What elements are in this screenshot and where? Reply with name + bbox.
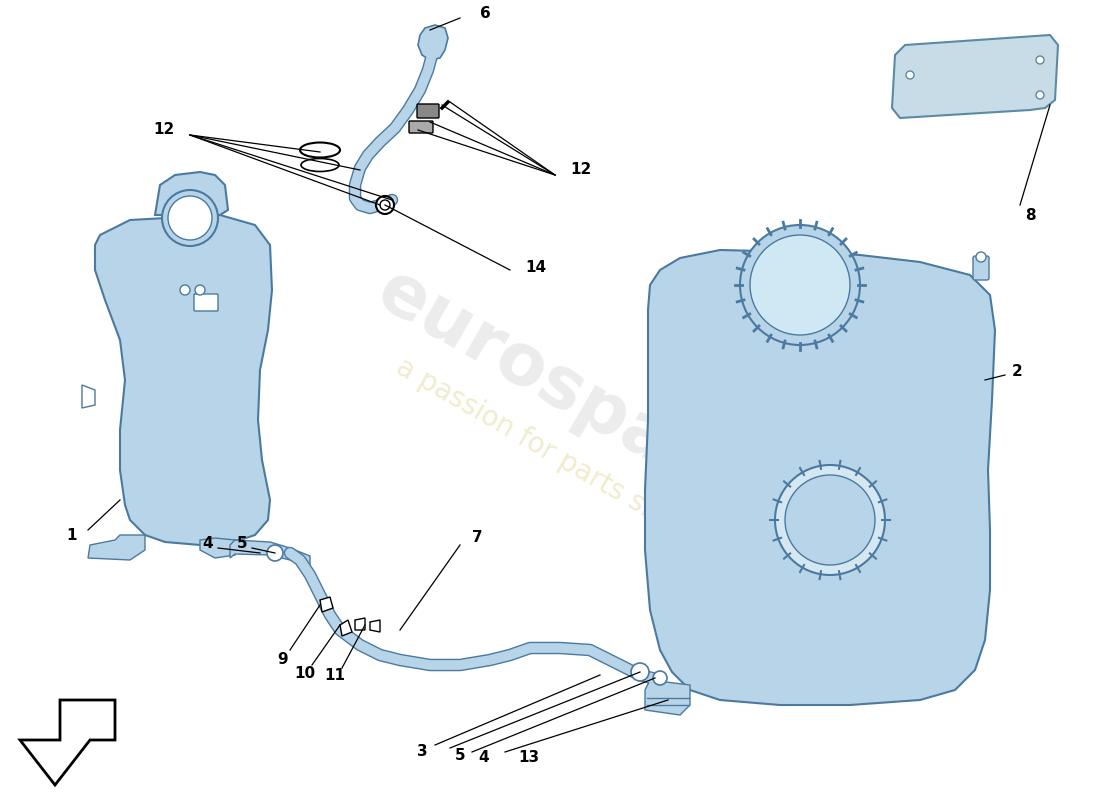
Circle shape bbox=[180, 285, 190, 295]
Text: 6: 6 bbox=[480, 6, 491, 21]
Polygon shape bbox=[200, 538, 235, 558]
FancyBboxPatch shape bbox=[417, 104, 439, 118]
Text: 7: 7 bbox=[472, 530, 483, 546]
Circle shape bbox=[1036, 56, 1044, 64]
Circle shape bbox=[750, 235, 850, 335]
Text: 12: 12 bbox=[570, 162, 592, 178]
Polygon shape bbox=[230, 540, 310, 565]
Text: 5: 5 bbox=[236, 535, 248, 550]
Polygon shape bbox=[88, 535, 145, 560]
Circle shape bbox=[1036, 91, 1044, 99]
Circle shape bbox=[376, 196, 394, 214]
FancyBboxPatch shape bbox=[409, 121, 433, 133]
Text: 4: 4 bbox=[202, 535, 213, 550]
Polygon shape bbox=[340, 620, 352, 636]
Text: a passion for parts since 1985: a passion for parts since 1985 bbox=[392, 353, 769, 587]
Polygon shape bbox=[320, 597, 333, 612]
Polygon shape bbox=[82, 385, 95, 408]
Circle shape bbox=[653, 671, 667, 685]
Circle shape bbox=[631, 663, 649, 681]
Polygon shape bbox=[155, 172, 228, 215]
Text: 1: 1 bbox=[67, 527, 77, 542]
Polygon shape bbox=[95, 215, 272, 545]
Text: 11: 11 bbox=[324, 667, 345, 682]
Polygon shape bbox=[892, 35, 1058, 118]
Text: eurospares: eurospares bbox=[365, 256, 795, 544]
Circle shape bbox=[162, 190, 218, 246]
Ellipse shape bbox=[300, 142, 340, 158]
Text: 2: 2 bbox=[1012, 365, 1023, 379]
Polygon shape bbox=[645, 680, 690, 715]
Polygon shape bbox=[645, 250, 996, 705]
Text: 8: 8 bbox=[1025, 207, 1035, 222]
Circle shape bbox=[776, 465, 886, 575]
FancyBboxPatch shape bbox=[974, 256, 989, 280]
Text: 9: 9 bbox=[277, 653, 288, 667]
Text: 13: 13 bbox=[518, 750, 539, 766]
Circle shape bbox=[168, 196, 212, 240]
Text: 12: 12 bbox=[154, 122, 175, 138]
Text: 14: 14 bbox=[525, 261, 546, 275]
Circle shape bbox=[379, 200, 390, 210]
Text: 5: 5 bbox=[454, 747, 465, 762]
Circle shape bbox=[195, 285, 205, 295]
Circle shape bbox=[267, 545, 283, 561]
Polygon shape bbox=[20, 700, 115, 785]
Polygon shape bbox=[418, 25, 448, 60]
Circle shape bbox=[976, 252, 986, 262]
Text: 4: 4 bbox=[478, 750, 490, 766]
FancyBboxPatch shape bbox=[194, 294, 218, 311]
Circle shape bbox=[785, 475, 874, 565]
Text: 3: 3 bbox=[417, 745, 427, 759]
Circle shape bbox=[906, 71, 914, 79]
Polygon shape bbox=[370, 620, 379, 632]
Circle shape bbox=[740, 225, 860, 345]
Polygon shape bbox=[355, 618, 365, 630]
Text: 10: 10 bbox=[295, 666, 316, 681]
